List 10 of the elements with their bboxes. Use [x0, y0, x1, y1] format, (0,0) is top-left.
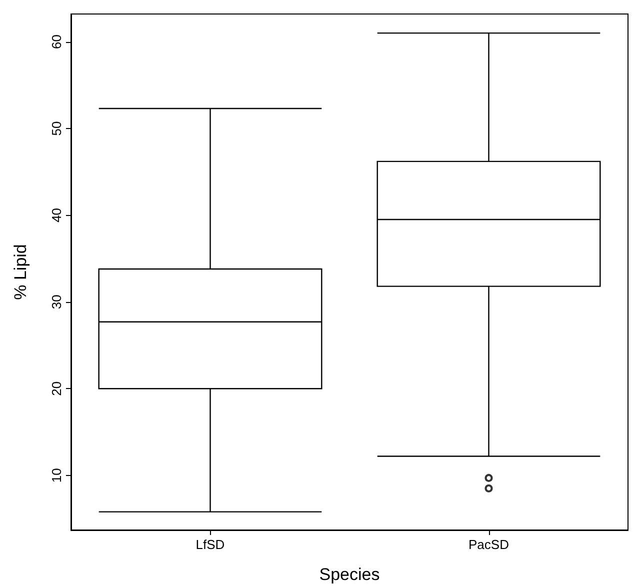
y-axis-title: % Lipid — [11, 244, 30, 300]
y-tick-label: 60 — [49, 34, 64, 49]
y-tick-label: 50 — [49, 121, 64, 136]
y-tick-label: 30 — [49, 294, 64, 310]
x-axis-title: Species — [319, 565, 380, 584]
y-tick-label: 10 — [49, 468, 64, 483]
x-tick-label: PacSD — [468, 537, 509, 552]
x-tick-label: LfSD — [196, 537, 225, 552]
y-tick-label: 40 — [49, 208, 64, 222]
y-tick-label: 20 — [49, 381, 64, 396]
